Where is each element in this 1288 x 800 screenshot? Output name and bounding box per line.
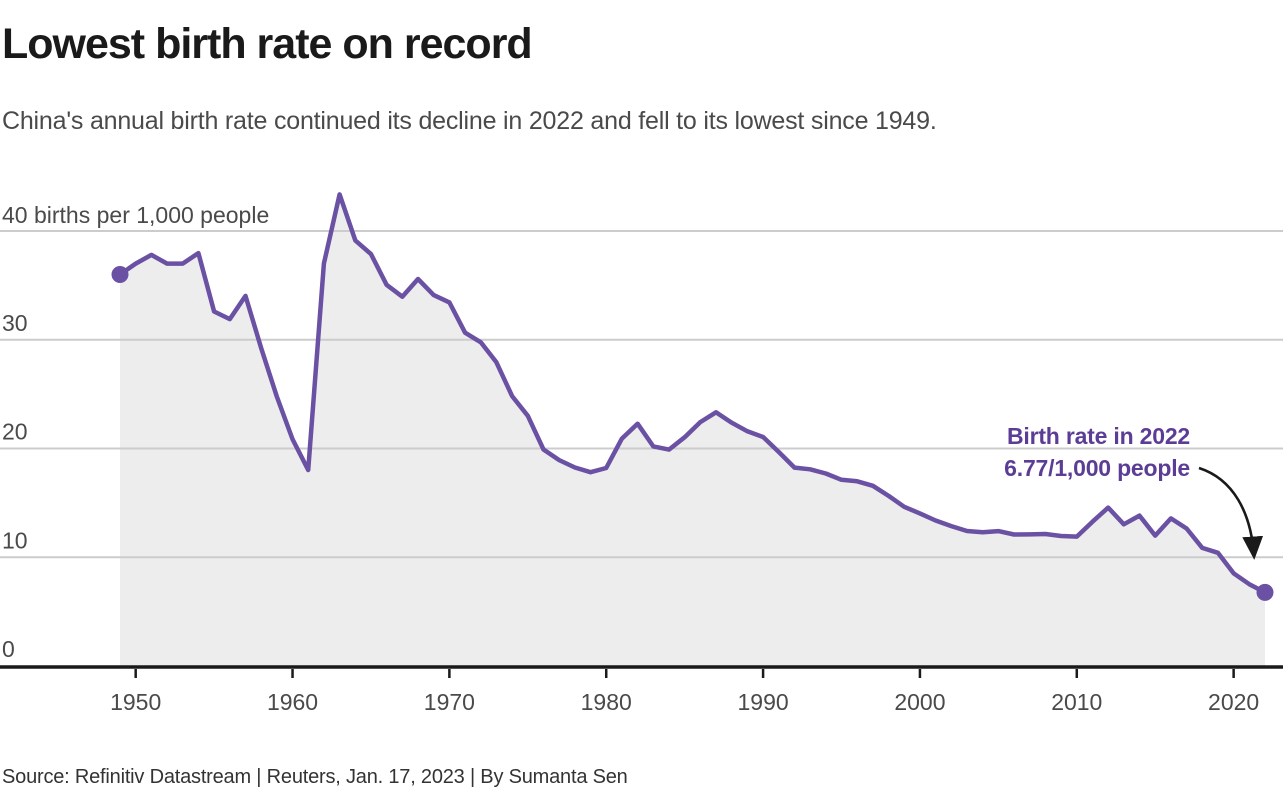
annotation-line2: 6.77/1,000 people xyxy=(1004,455,1190,481)
y-axis-tick-labels: 0 10 20 30 xyxy=(2,310,28,662)
svg-text:2000: 2000 xyxy=(894,689,945,715)
svg-text:2010: 2010 xyxy=(1051,689,1102,715)
chart-subtitle: China's annual birth rate continued its … xyxy=(2,107,937,135)
annotation-line1: Birth rate in 2022 xyxy=(1006,423,1190,449)
annotation-arrow xyxy=(1198,466,1264,560)
source-attribution: Source: Refinitiv Datastream | Reuters, … xyxy=(2,766,628,788)
svg-text:1960: 1960 xyxy=(267,689,318,715)
annotation-birth-rate-2022: Birth rate in 2022 6.77/1,000 people xyxy=(770,420,1190,484)
end-point-dot-2022 xyxy=(1256,583,1274,601)
start-point-dot-1949 xyxy=(111,266,129,283)
y-axis-unit-label: 40 births per 1,000 people xyxy=(2,202,269,228)
chart-title: Lowest birth rate on record xyxy=(2,20,533,68)
svg-text:0: 0 xyxy=(2,636,15,662)
svg-text:10: 10 xyxy=(2,527,28,553)
svg-text:1980: 1980 xyxy=(581,689,632,715)
svg-text:1950: 1950 xyxy=(110,689,161,715)
birth-rate-line xyxy=(117,192,1268,595)
x-axis-ticks xyxy=(134,669,1235,678)
svg-text:1990: 1990 xyxy=(737,689,788,715)
gridlines xyxy=(0,230,1283,559)
svg-text:30: 30 xyxy=(2,310,28,336)
svg-text:20: 20 xyxy=(2,419,28,445)
svg-text:1970: 1970 xyxy=(424,689,475,715)
svg-text:2020: 2020 xyxy=(1208,689,1259,715)
x-axis-tick-labels: 1950 1960 1970 1980 1990 2000 2010 2020 xyxy=(110,689,1259,715)
